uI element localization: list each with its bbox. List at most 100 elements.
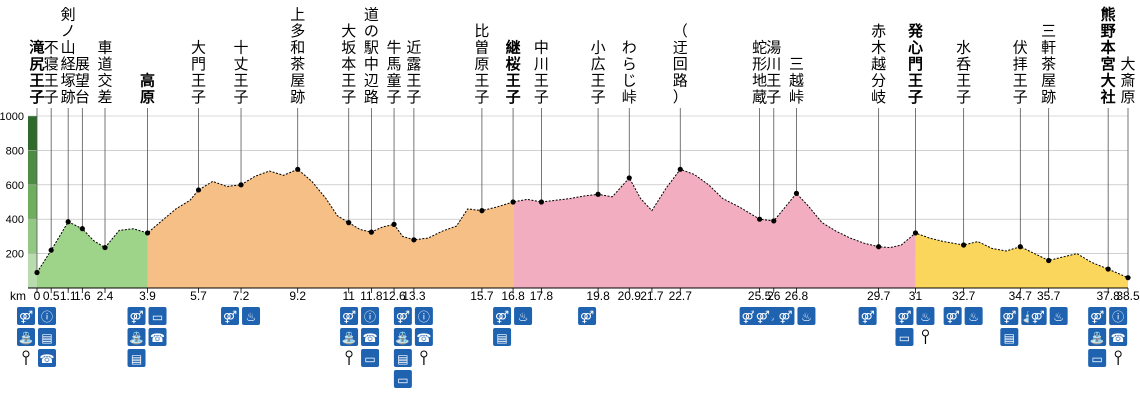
waypoint-name-char: 原	[1120, 88, 1135, 106]
waypoint-name: 高原	[140, 72, 155, 107]
bus-icon-glyph: ▤	[496, 331, 507, 345]
waypoint-name-char: 駅	[364, 39, 379, 57]
facility-icon-group: ⚤♨	[943, 307, 983, 325]
waypoint-name-char: 屋	[290, 72, 305, 90]
rest-icon-glyph: ♨	[801, 310, 812, 324]
waypoint-name-char: 寝	[44, 55, 59, 73]
waypoint-name-char: 王	[474, 72, 489, 90]
bus-icon-glyph: ▤	[397, 352, 408, 366]
water-icon	[393, 328, 412, 346]
waypoint-name-char: 塚	[61, 72, 76, 90]
bus-icon	[1000, 328, 1019, 346]
info-icon	[1109, 307, 1128, 325]
water-icon	[340, 328, 359, 346]
waypoint-name-char: 子	[387, 88, 402, 106]
waypoint-name-char: 子	[591, 88, 606, 106]
elevation-profile-line	[36, 168, 1129, 279]
waypoint-name-char: 子	[956, 88, 971, 106]
waypoint-name-char: 望	[75, 72, 90, 90]
waypoint-name-char: 呑	[956, 55, 971, 73]
facility-icon-group: ⚤ ♨ ▤	[493, 307, 533, 346]
waypoint-name-char: 子	[766, 88, 781, 106]
waypoint-name-char: 桜	[506, 55, 521, 73]
water-icon	[1088, 328, 1107, 346]
waypoint-name-char: 中	[534, 39, 549, 57]
waypoint-marker	[1046, 257, 1052, 264]
waypoint-name-char: 馬	[387, 55, 402, 73]
x-tick-label: 26	[767, 289, 781, 303]
waypoint-name-char: 子	[1013, 88, 1028, 106]
waypoint-name-char: 王	[506, 72, 521, 90]
waypoint-name-char: 軒	[1041, 39, 1056, 57]
phone-icon	[38, 349, 56, 367]
waypoint-name-char: 広	[591, 55, 606, 73]
waypoint-marker	[411, 237, 417, 243]
phone-card-icon-glyph: ▭	[397, 373, 408, 387]
elevation-segment-area	[915, 233, 1128, 288]
x-tick-label: 7.2	[233, 289, 250, 303]
toilet-icon-glyph: ⚤	[1031, 310, 1045, 324]
waypoint-name-char: 子	[341, 88, 356, 106]
waypoint-name-char: 大	[1101, 72, 1116, 90]
waypoint-marker	[144, 230, 151, 236]
waypoint-marker	[195, 187, 202, 193]
waypoint-name-char: 形	[752, 55, 767, 73]
waypoint-name-char: わ	[622, 39, 637, 57]
waypoint-name-char: 経	[61, 55, 76, 73]
facility-icon-group: ⚤ ⓘ ⛲ ▤ ☎	[17, 307, 56, 367]
waypoint-name-char: 木	[871, 39, 886, 57]
waypoint-marker	[876, 244, 882, 250]
x-tick-label: 26.8	[785, 289, 809, 303]
waypoint-name-char: 和	[290, 39, 305, 57]
rest-icon	[242, 307, 261, 325]
waypoint-marker	[757, 216, 763, 222]
water-icon-glyph: ⛲	[395, 331, 410, 345]
waypoint-name-char: 王	[29, 72, 44, 90]
toilet-icon-glyph: ⚤	[396, 310, 410, 324]
elevation-segment-area	[37, 221, 148, 288]
phone-card-icon	[895, 328, 914, 346]
x-tick-label: 3.9	[139, 289, 156, 303]
waypoint-name-char: 伏	[1013, 39, 1028, 57]
phone-icon	[1109, 328, 1128, 346]
y-tick-label: 1000	[0, 111, 24, 123]
waypoint-name-char: 越	[789, 72, 804, 90]
water-icon-glyph: ⛲	[19, 331, 34, 345]
waypoint-name-char: 剣	[61, 6, 76, 24]
waypoint-name-char: 上	[290, 6, 305, 24]
waypoint-name-char: 迂	[673, 39, 688, 57]
waypoint-name-char: 王	[406, 72, 421, 90]
toilet-icon-glyph: ⚤	[778, 310, 792, 324]
toilet-icon	[753, 307, 772, 325]
waypoint-name-char: 屋	[1041, 72, 1056, 90]
x-tick-label: 20.9	[618, 289, 642, 303]
waypoint-name-char: 門	[191, 55, 206, 73]
waypoint-marker	[238, 182, 244, 188]
x-tick-label: 2.4	[97, 289, 114, 303]
waypoint-name-char: 近	[406, 39, 421, 57]
phone-icon-glyph: ☎	[1111, 331, 1126, 345]
x-tick-label: 38.5	[1116, 289, 1140, 303]
facility-icon-group: ⚤ ⓘ ⛲ ☎ ▤ ▭	[393, 307, 433, 388]
waypoint-name-char: 湯	[766, 39, 781, 57]
phone-icon-glyph: ☎	[416, 331, 431, 345]
water-icon	[127, 328, 146, 346]
x-tick-label: 19.8	[586, 289, 610, 303]
toilet-icon-glyph: ⚤	[19, 310, 33, 324]
waypoint-name-char: 尻	[29, 55, 44, 73]
waypoint-name-char: 蔵	[752, 88, 767, 106]
waypoint-name-char: 赤	[871, 22, 886, 40]
waypoint-name-char: 分	[871, 72, 886, 90]
waypoint-name: 展望台	[75, 55, 90, 106]
facility-icon-group: ⚤♨	[776, 307, 816, 325]
toilet-icon-glyph: ⚤	[756, 310, 770, 324]
water-icon-glyph: ⛲	[342, 331, 357, 345]
waypoint-name-char: 大	[341, 22, 356, 40]
waypoint-name-char: 回	[673, 55, 688, 73]
